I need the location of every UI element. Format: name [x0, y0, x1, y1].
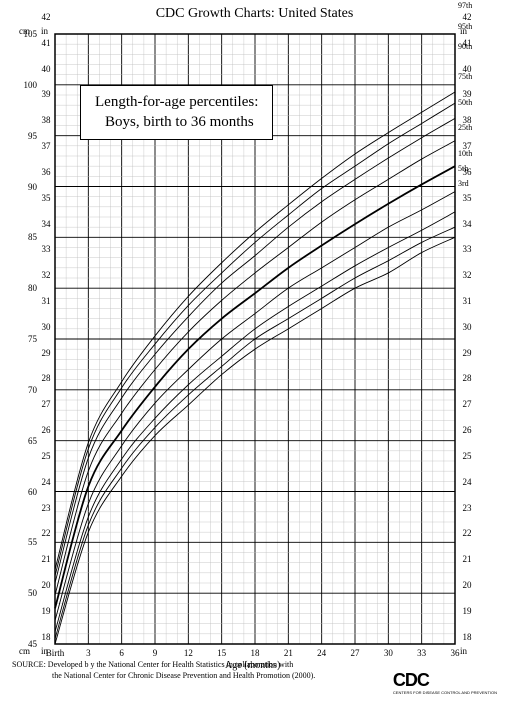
unit-label: cm: [19, 26, 30, 36]
y-tick-in-right: 42: [458, 12, 476, 22]
y-tick-in-left: 18: [37, 632, 55, 642]
y-tick-cm: 70: [17, 385, 37, 395]
y-tick-in-right: 20: [458, 580, 476, 590]
x-tick: 33: [410, 648, 434, 658]
percentile-label: 90th: [458, 42, 472, 51]
y-tick-in-right: 21: [458, 554, 476, 564]
x-tick: 15: [210, 648, 234, 658]
y-tick-cm: 85: [17, 232, 37, 242]
x-tick: 3: [76, 648, 100, 658]
x-tick: 12: [176, 648, 200, 658]
y-tick-cm: 50: [17, 588, 37, 598]
x-tick: Birth: [43, 648, 67, 658]
y-tick-in-right: 19: [458, 606, 476, 616]
page: CDC Growth Charts: United States Length-…: [0, 0, 509, 703]
y-tick-cm: 100: [17, 80, 37, 90]
x-tick: 30: [376, 648, 400, 658]
y-tick-cm: 90: [17, 182, 37, 192]
y-tick-in-right: 25: [458, 451, 476, 461]
y-tick-in-right: 35: [458, 193, 476, 203]
cdc-logo: CDC CENTERS FOR DISEASE CONTROL AND PREV…: [393, 670, 497, 695]
y-tick-in-right: 30: [458, 322, 476, 332]
percentile-label: 75th: [458, 72, 472, 81]
y-tick-in-left: 21: [37, 554, 55, 564]
x-tick: 21: [276, 648, 300, 658]
subtitle-box: Length-for-age percentiles: Boys, birth …: [80, 85, 273, 140]
x-tick: 24: [310, 648, 334, 658]
x-tick: 18: [243, 648, 267, 658]
y-tick-in-left: 38: [37, 115, 55, 125]
y-tick-cm: 75: [17, 334, 37, 344]
y-tick-in-right: 18: [458, 632, 476, 642]
percentile-label: 95th: [458, 22, 472, 31]
y-tick-in-left: 25: [37, 451, 55, 461]
y-tick-in-right: 24: [458, 477, 476, 487]
y-tick-in-left: 23: [37, 503, 55, 513]
y-tick-cm: 95: [17, 131, 37, 141]
x-axis-label: Age (months): [225, 660, 280, 671]
y-tick-in-left: 35: [37, 193, 55, 203]
percentile-label: 25th: [458, 123, 472, 132]
y-tick-in-right: 26: [458, 425, 476, 435]
percentile-label: 50th: [458, 98, 472, 107]
y-tick-in-left: 42: [37, 12, 55, 22]
y-tick-in-right: 32: [458, 270, 476, 280]
y-tick-in-right: 31: [458, 296, 476, 306]
y-tick-in-left: 36: [37, 167, 55, 177]
unit-label: in: [41, 26, 48, 36]
percentile-label: 97th: [458, 1, 472, 10]
y-tick-in-left: 32: [37, 270, 55, 280]
y-tick-in-left: 20: [37, 580, 55, 590]
y-tick-in-right: 34: [458, 219, 476, 229]
x-tick: 36: [443, 648, 467, 658]
y-tick-in-left: 28: [37, 373, 55, 383]
y-tick-in-left: 33: [37, 244, 55, 254]
x-tick: 27: [343, 648, 367, 658]
unit-label: cm: [19, 646, 30, 656]
y-tick-in-left: 37: [37, 141, 55, 151]
y-tick-in-left: 30: [37, 322, 55, 332]
y-tick-in-left: 24: [37, 477, 55, 487]
y-tick-in-left: 29: [37, 348, 55, 358]
y-tick-in-left: 39: [37, 89, 55, 99]
x-tick: 9: [143, 648, 167, 658]
y-tick-in-left: 40: [37, 64, 55, 74]
y-tick-in-left: 26: [37, 425, 55, 435]
y-tick-in-left: 22: [37, 528, 55, 538]
y-tick-in-right: 29: [458, 348, 476, 358]
y-tick-in-left: 31: [37, 296, 55, 306]
y-tick-in-left: 27: [37, 399, 55, 409]
y-tick-in-right: 28: [458, 373, 476, 383]
percentile-label: 5th: [458, 164, 468, 173]
y-tick-cm: 55: [17, 537, 37, 547]
y-tick-cm: 80: [17, 283, 37, 293]
percentile-label: 10th: [458, 149, 472, 158]
subtitle-line1: Length-for-age percentiles:: [95, 92, 258, 112]
y-tick-in-right: 27: [458, 399, 476, 409]
y-tick-in-right: 23: [458, 503, 476, 513]
y-tick-cm: 65: [17, 436, 37, 446]
y-tick-in-right: 22: [458, 528, 476, 538]
y-tick-in-left: 19: [37, 606, 55, 616]
y-tick-in-left: 34: [37, 219, 55, 229]
y-tick-in-left: 41: [37, 38, 55, 48]
percentile-label: 3rd: [458, 179, 469, 188]
x-tick: 6: [110, 648, 134, 658]
y-tick-cm: 60: [17, 487, 37, 497]
subtitle-line2: Boys, birth to 36 months: [95, 112, 258, 132]
y-tick-in-right: 33: [458, 244, 476, 254]
